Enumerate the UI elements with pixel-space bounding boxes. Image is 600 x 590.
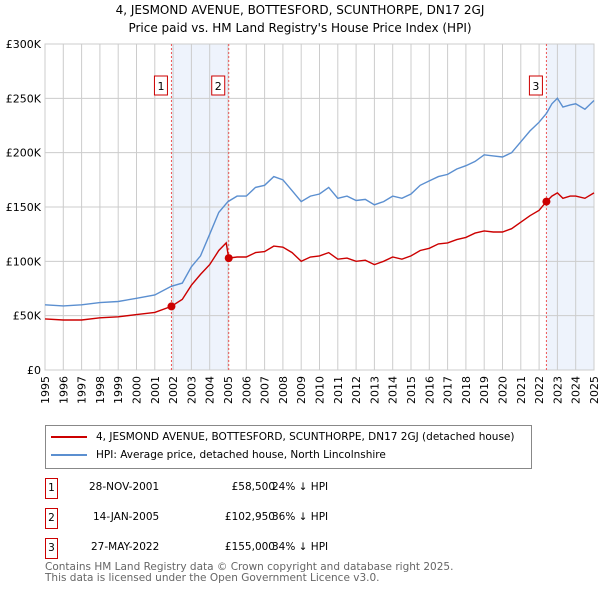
x-tick-label: 2005	[222, 376, 235, 404]
x-tick-label: 2001	[149, 376, 162, 404]
y-tick-label: £0	[27, 364, 41, 377]
x-tick-label: 2013	[368, 376, 381, 404]
x-tick-label: 2015	[405, 376, 418, 404]
sale-price: £58,500	[231, 481, 275, 493]
sale-hpi-diff: 24% ↓ HPI	[272, 481, 329, 493]
y-tick-label: £200K	[6, 147, 42, 160]
x-tick-label: 2006	[240, 376, 253, 404]
sale-date: 14-JAN-2005	[93, 511, 160, 523]
x-tick-label: 2023	[551, 376, 564, 404]
x-tick-label: 2000	[131, 376, 144, 404]
x-tick-label: 2025	[588, 376, 600, 404]
plot-frame	[44, 43, 595, 371]
sale-marker-box	[528, 75, 543, 96]
x-tick-label: 2016	[423, 376, 436, 404]
sale-marker-label: 3	[532, 80, 539, 93]
x-tick-label: 2022	[533, 376, 546, 404]
x-tick-label: 2024	[570, 376, 583, 404]
legend-property: 4, JESMOND AVENUE, BOTTESFORD, SCUNTHORP…	[96, 431, 515, 443]
sale-marker-box	[211, 75, 226, 96]
sale-date: 27-MAY-2022	[91, 541, 160, 553]
x-tick-label: 2009	[295, 376, 308, 404]
y-tick-label: £100K	[6, 255, 42, 268]
sale-hpi-diff: 34% ↓ HPI	[272, 541, 329, 553]
chart-title: 4, JESMOND AVENUE, BOTTESFORD, SCUNTHORP…	[115, 3, 485, 17]
sale-price: £102,950	[224, 511, 275, 523]
sale-point	[167, 302, 176, 311]
x-tick-label: 2002	[167, 376, 180, 404]
x-tick-label: 2021	[515, 376, 528, 404]
sale-marker-label: 2	[215, 80, 222, 93]
sale-marker-label: 1	[157, 80, 164, 93]
x-tick-label: 2020	[497, 376, 510, 404]
x-tick-label: 2011	[332, 376, 345, 404]
sale-point	[542, 197, 551, 206]
x-tick-label: 2003	[185, 376, 198, 404]
hpi-line	[44, 97, 595, 307]
sale-marker: 3	[45, 538, 58, 559]
sale-price: £155,000	[224, 541, 275, 553]
footer-copyright: Contains HM Land Registry data © Crown c…	[45, 561, 454, 573]
x-tick-label: 2018	[460, 376, 473, 404]
x-tick-label: 2007	[259, 376, 272, 404]
y-tick-label: £300K	[6, 38, 42, 51]
x-tick-label: 2019	[478, 376, 491, 404]
property-line	[44, 192, 595, 321]
footer-licence: This data is licensed under the Open Gov…	[45, 572, 380, 584]
chart-subtitle: Price paid vs. HM Land Registry's House …	[128, 21, 472, 35]
legend: 4, JESMOND AVENUE, BOTTESFORD, SCUNTHORP…	[45, 425, 532, 469]
x-tick-label: 2017	[442, 376, 455, 404]
y-tick-label: £250K	[6, 92, 42, 105]
x-tick-label: 1998	[94, 376, 107, 404]
footer: Contains HM Land Registry data © Crown c…	[45, 562, 453, 584]
x-tick-label: 1997	[76, 376, 89, 404]
sale-date: 28-NOV-2001	[89, 481, 160, 493]
y-tick-label: £150K	[6, 201, 42, 214]
x-tick-label: 2014	[387, 376, 400, 404]
x-tick-label: 1999	[112, 376, 125, 404]
legend-hpi: HPI: Average price, detached house, Nort…	[96, 449, 386, 461]
x-tick-label: 2008	[277, 376, 290, 404]
y-tick-label: £50K	[13, 310, 42, 323]
sale-marker-box	[153, 75, 168, 96]
x-tick-label: 2004	[204, 376, 217, 404]
price-chart: 1995 1996 1997 1998 1999 2000 2001 2002 2003 2004…	[6, 38, 600, 404]
sale-marker: 2	[45, 508, 58, 529]
hpi-legend-swatch	[51, 454, 87, 456]
property-legend-swatch	[51, 436, 87, 438]
sale-marker: 1	[45, 478, 58, 499]
x-tick-label: 2012	[350, 376, 363, 404]
x-tick-label: 2010	[314, 376, 327, 404]
x-tick-label: 1995	[39, 376, 52, 404]
sale-point	[224, 254, 233, 263]
x-tick-label: 1996	[57, 376, 70, 404]
sale-hpi-diff: 36% ↓ HPI	[272, 511, 329, 523]
